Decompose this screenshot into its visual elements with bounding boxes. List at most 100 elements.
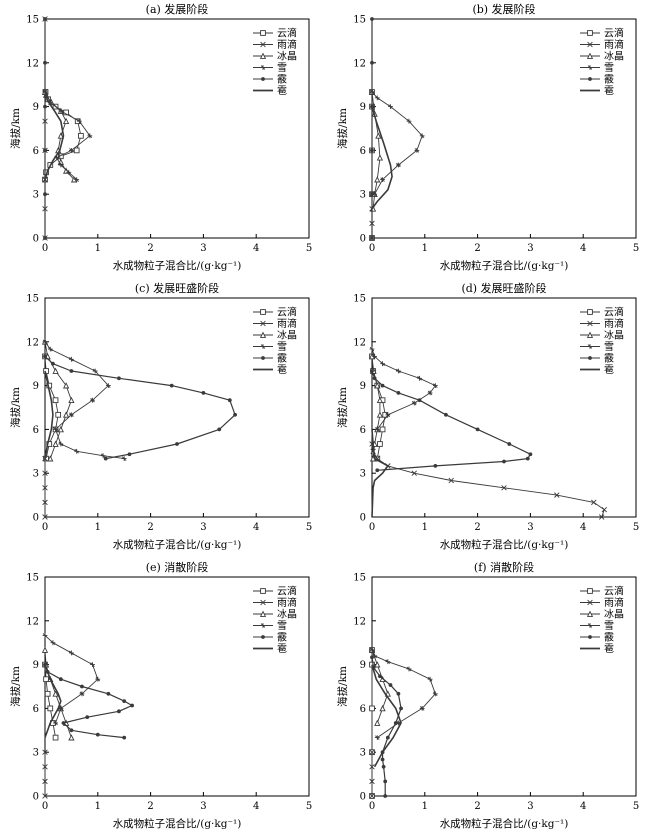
series-line	[44, 370, 54, 459]
legend-item: 冰晶	[580, 50, 624, 63]
data-point	[376, 411, 384, 418]
data-point	[69, 650, 74, 656]
legend-label: 雹	[277, 643, 287, 655]
y-axis-label: 海拔/km	[336, 666, 349, 707]
legend-label: 雪	[604, 341, 614, 353]
data-point	[122, 699, 127, 703]
data-point	[43, 192, 47, 197]
x-tick-label: 4	[253, 801, 259, 812]
data-point	[388, 683, 393, 687]
x-tick-label: 5	[306, 243, 312, 254]
legend-label: 霰	[604, 632, 614, 644]
data-point	[42, 793, 48, 799]
data-point	[383, 779, 388, 784]
series-6	[371, 664, 402, 768]
data-point	[507, 442, 512, 446]
data-point	[370, 192, 374, 197]
series-line	[44, 91, 65, 180]
data-point	[52, 440, 59, 447]
data-point	[406, 118, 412, 124]
series-line	[371, 429, 389, 518]
data-point	[95, 732, 100, 737]
x-tick-label: 1	[422, 801, 428, 812]
series-4	[42, 633, 101, 726]
y-tick-label: 6	[33, 146, 39, 157]
y-tick-label: 0	[360, 792, 366, 803]
x-axis-label: 水成物粒子混合比/(g·kg⁻¹)	[440, 538, 569, 551]
data-point	[427, 676, 433, 682]
data-point	[85, 715, 90, 720]
data-point	[370, 655, 374, 660]
x-tick-label: 5	[633, 522, 639, 533]
legend-label: 云滴	[277, 27, 297, 40]
data-point	[380, 361, 385, 367]
series-6	[44, 370, 54, 459]
data-point	[51, 361, 55, 366]
legend-item: 冰晶	[580, 329, 624, 342]
data-point	[432, 383, 438, 388]
chart-title: (f) 消散阶段	[474, 560, 534, 574]
legend-label: 云滴	[277, 585, 297, 598]
legend-item: 冰晶	[253, 50, 297, 63]
data-point	[52, 734, 59, 741]
data-point	[396, 368, 401, 374]
data-point	[399, 706, 403, 711]
data-point	[58, 706, 64, 711]
legend-label: 冰晶	[277, 608, 297, 621]
y-axis-label: 海拔/km	[9, 387, 22, 428]
y-tick-label: 6	[360, 704, 366, 715]
data-point	[370, 17, 374, 21]
data-point	[57, 425, 64, 433]
data-point	[381, 764, 386, 769]
series-line	[44, 355, 236, 460]
data-point	[380, 177, 385, 182]
data-point	[47, 346, 53, 352]
data-point	[76, 118, 82, 124]
data-point	[369, 647, 375, 653]
legend-item: 雨滴	[580, 38, 624, 51]
legend-item: 霰	[580, 353, 614, 365]
data-point	[370, 60, 374, 65]
y-tick-label: 3	[360, 748, 366, 759]
legend-label: 霰	[277, 632, 287, 644]
x-tick-label: 0	[42, 801, 48, 812]
series-4	[369, 89, 425, 197]
data-point	[58, 441, 64, 447]
data-point	[47, 705, 54, 712]
plot-frame	[371, 18, 637, 239]
legend-item: 雹	[253, 364, 287, 376]
x-tick-label: 1	[422, 243, 428, 254]
data-point	[393, 721, 398, 725]
data-point	[69, 148, 74, 153]
y-tick-label: 12	[353, 58, 366, 69]
legend-marker	[586, 610, 594, 617]
plot-frame	[371, 297, 637, 518]
y-tick-label: 6	[33, 704, 39, 715]
legend-label: 冰晶	[277, 329, 297, 342]
data-point	[127, 452, 132, 457]
legend-label: 冰晶	[604, 608, 624, 621]
legend-marker	[586, 331, 594, 338]
series-6	[371, 429, 389, 518]
chart-title: (b) 发展阶段	[472, 2, 535, 16]
legend-label: 雹	[604, 364, 614, 376]
legend-marker	[587, 41, 593, 48]
legend-item: 霰	[253, 353, 287, 365]
legend-marker	[586, 52, 594, 59]
x-tick-label: 4	[253, 522, 259, 533]
data-point	[130, 703, 135, 708]
legend-item: 霰	[580, 632, 614, 644]
y-tick-label: 9	[33, 381, 39, 392]
data-point	[414, 148, 420, 153]
data-point	[554, 492, 560, 498]
data-point	[87, 133, 93, 139]
y-tick-label: 3	[360, 469, 366, 480]
legend-item: 云滴	[580, 306, 624, 319]
data-point	[417, 398, 422, 403]
legend-item: 雨滴	[580, 317, 624, 330]
y-tick-label: 15	[26, 15, 39, 26]
